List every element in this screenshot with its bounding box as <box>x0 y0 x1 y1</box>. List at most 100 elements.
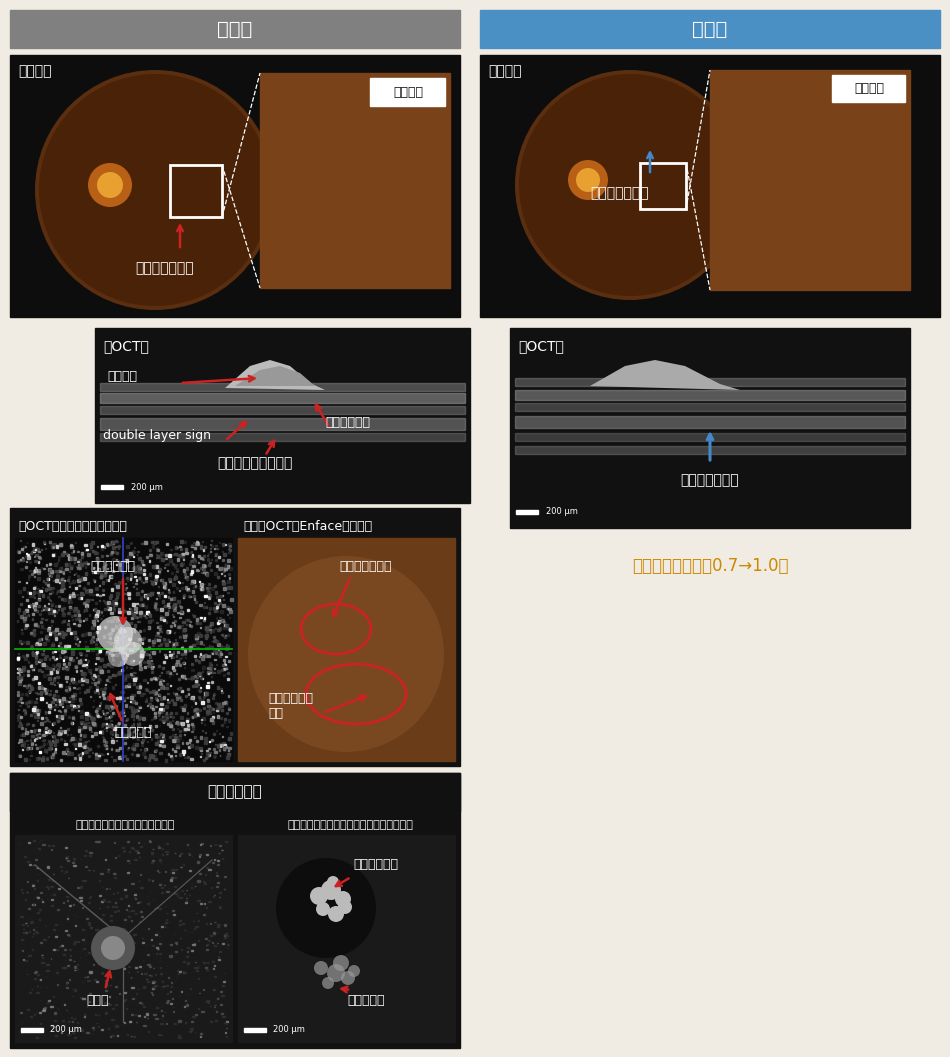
Bar <box>92 551 94 552</box>
Bar <box>67 752 69 754</box>
Bar <box>78 755 80 756</box>
Bar <box>203 696 205 698</box>
Bar <box>171 699 173 702</box>
Bar <box>93 718 95 720</box>
Bar <box>56 716 57 717</box>
Bar <box>140 598 142 600</box>
Bar <box>43 609 45 610</box>
Bar <box>176 655 177 656</box>
Bar <box>126 748 128 749</box>
Bar <box>99 611 101 612</box>
Bar <box>183 635 186 637</box>
Bar <box>217 643 219 646</box>
Bar <box>218 556 220 558</box>
Bar <box>154 690 155 691</box>
Bar <box>162 581 163 582</box>
Bar <box>134 610 136 612</box>
Bar <box>118 671 121 674</box>
Bar <box>115 1004 118 1005</box>
Bar <box>227 586 229 588</box>
Bar <box>206 749 208 752</box>
Bar <box>54 744 56 746</box>
Bar <box>163 582 166 585</box>
Bar <box>45 730 47 734</box>
Bar <box>84 577 86 580</box>
Bar <box>66 965 69 966</box>
Bar <box>112 545 115 549</box>
Bar <box>166 718 168 720</box>
Bar <box>204 654 206 656</box>
Bar <box>37 737 39 739</box>
Bar <box>82 684 83 685</box>
Bar <box>148 656 151 659</box>
Bar <box>31 664 32 665</box>
Bar <box>195 634 197 637</box>
Bar <box>111 604 113 605</box>
Bar <box>119 756 121 758</box>
Bar <box>39 746 42 748</box>
Bar <box>216 664 217 665</box>
Bar <box>139 568 142 571</box>
Bar <box>195 600 197 602</box>
Bar <box>86 646 87 649</box>
Bar <box>80 727 82 729</box>
Bar <box>205 573 208 576</box>
Bar <box>134 729 136 730</box>
Bar <box>131 630 133 633</box>
Circle shape <box>327 964 345 982</box>
Bar <box>155 697 157 699</box>
Bar <box>83 929 85 930</box>
Bar <box>180 548 181 550</box>
Bar <box>158 847 160 848</box>
Bar <box>34 701 37 704</box>
Bar <box>143 1025 145 1026</box>
Bar <box>201 1010 203 1012</box>
Bar <box>216 641 218 643</box>
Bar <box>78 625 80 626</box>
Bar <box>81 663 82 664</box>
Bar <box>128 593 130 595</box>
Bar <box>168 554 171 557</box>
Bar <box>227 608 228 609</box>
Bar <box>115 540 117 542</box>
Bar <box>17 716 21 719</box>
Circle shape <box>35 70 275 310</box>
Bar <box>68 597 71 600</box>
Bar <box>82 939 85 940</box>
Bar <box>65 569 66 570</box>
Bar <box>191 696 194 699</box>
Bar <box>227 580 230 583</box>
Bar <box>68 905 71 906</box>
Bar <box>34 569 37 572</box>
Bar <box>119 715 120 716</box>
Bar <box>124 755 126 757</box>
Bar <box>103 737 104 739</box>
Bar <box>63 667 65 669</box>
Bar <box>139 687 141 689</box>
Bar <box>38 643 41 645</box>
Bar <box>212 697 214 699</box>
Bar <box>199 622 201 625</box>
Bar <box>144 594 146 596</box>
Bar <box>214 945 217 946</box>
Bar <box>110 654 113 656</box>
Bar <box>181 742 183 744</box>
Bar <box>160 608 162 611</box>
Bar <box>183 728 186 730</box>
Bar <box>107 669 109 672</box>
Bar <box>183 662 185 664</box>
Bar <box>224 635 226 637</box>
Bar <box>167 570 168 572</box>
Bar <box>42 734 45 737</box>
Bar <box>75 683 77 684</box>
Bar <box>21 724 23 726</box>
Bar <box>227 614 228 615</box>
Bar <box>40 631 42 633</box>
Bar <box>147 646 150 649</box>
Bar <box>215 555 216 556</box>
Circle shape <box>316 902 330 916</box>
Bar <box>175 574 176 576</box>
Bar <box>111 724 112 725</box>
Bar <box>223 659 225 661</box>
Bar <box>195 543 197 545</box>
